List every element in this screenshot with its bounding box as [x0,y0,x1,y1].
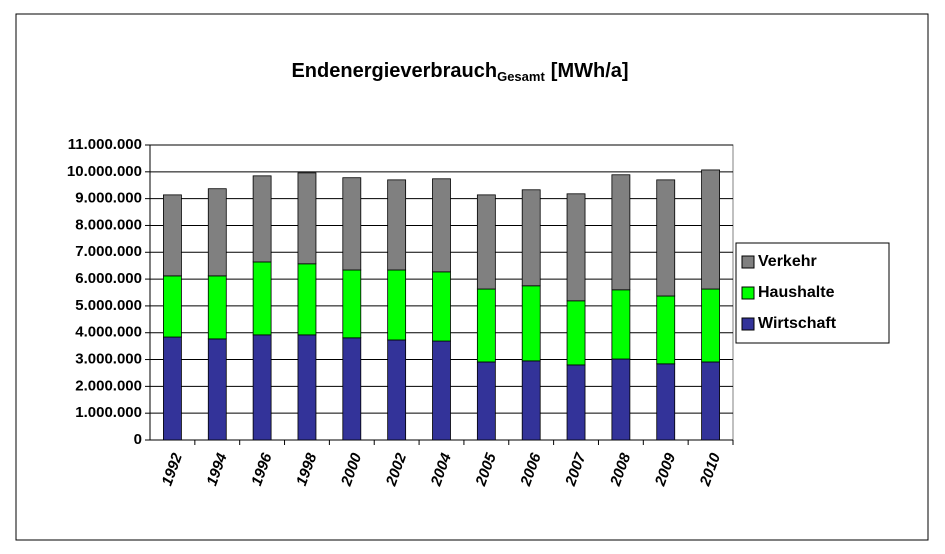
bar-segment [297,334,317,441]
bar-segment [611,289,631,360]
y-tick-label: 11.000.000 [68,136,142,153]
bar-segment [521,360,541,441]
bar-segment [566,364,586,441]
bar-segment [297,172,317,265]
bar-segment [432,271,451,342]
bar-segment [387,339,407,441]
legend-box [735,242,890,344]
legend-label: Verkehr [758,253,817,270]
y-tick-label: 7.000.000 [75,243,142,260]
bar-segment [476,194,496,290]
y-tick-label: 5.000.000 [75,297,142,314]
bar-segment [476,288,496,363]
y-tick-label: 1.000.000 [75,404,142,421]
y-tick-label: 0 [134,431,142,448]
y-tick-label: 6.000.000 [75,270,142,287]
bar-segment [207,338,227,441]
bar-segment [476,361,496,441]
bar-segment [297,263,317,336]
bar-segment [207,275,227,340]
bar-segment [521,189,541,287]
bar-segment [656,179,676,297]
bar-segment [521,285,541,362]
bar-segment [566,300,586,366]
bar-segment [252,175,272,263]
y-tick-label: 4.000.000 [75,324,142,341]
y-tick-label: 10.000.000 [67,163,142,180]
bar-segment [611,358,631,441]
title-subscript: Gesamt [497,69,545,84]
bar-segment [342,269,362,339]
chart-title: EndenergieverbrauchGesamt [MWh/a] [291,60,628,84]
legend-swatch [741,317,755,331]
y-tick-label: 8.000.000 [75,216,142,233]
bar-segment [701,169,720,290]
title-unit: [MWh/a] [551,60,629,82]
legend-label: Wirtschaft [758,315,837,332]
legend-swatch [741,255,755,269]
bar-segment [566,193,586,302]
bar-segment [387,179,407,271]
bar-segment [163,275,182,338]
bar-segment [432,340,451,441]
y-tick-label: 9.000.000 [75,190,142,207]
bar-segment [656,295,676,365]
bar-segment [252,334,272,441]
bar-segment [387,269,407,341]
bar-segment [701,361,720,441]
y-tick-label: 3.000.000 [75,351,142,368]
bar-segment [342,177,362,271]
y-tick-label: 2.000.000 [75,377,142,394]
bar-segment [611,174,631,291]
bar-segment [163,194,182,277]
bar-segment [432,178,451,273]
title-main: Endenergieverbrauch [291,60,497,82]
bar-segment [656,363,676,441]
legend-swatch [741,286,755,300]
legend-label: Haushalte [758,284,835,301]
bar-segment [252,261,272,336]
bar-segment [342,337,362,441]
bar-segment [163,336,182,441]
bar-segment [701,288,720,363]
bar-segment [207,188,227,277]
